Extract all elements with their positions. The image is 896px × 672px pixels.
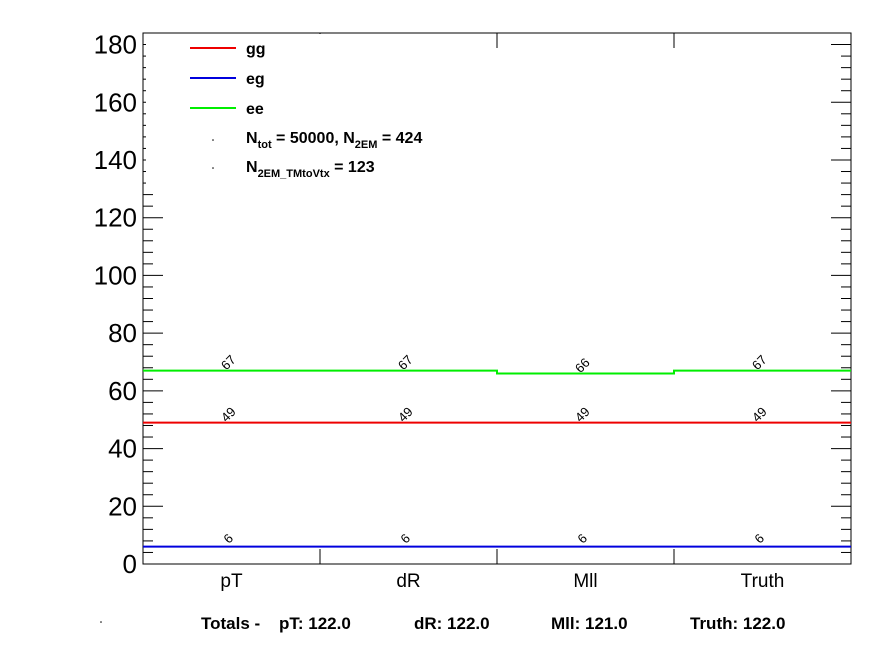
footer-total-dr: dR: 122.0	[414, 614, 490, 633]
axis-ticks	[143, 32, 851, 565]
legend-label-ee: ee	[246, 101, 264, 118]
legend: gg eg ee Ntot = 50000, N2EM = 424 N2EM_TMt…	[146, 34, 446, 184]
footer-total-truth: Truth: 122.0	[690, 614, 785, 633]
series-group	[143, 369, 851, 548]
legend-info-marker-1	[212, 139, 214, 141]
y-tick-label: 20	[108, 491, 137, 521]
legend-label-gg: gg	[246, 41, 266, 58]
footer-total-mll: Mll: 121.0	[551, 614, 628, 633]
footer-total-pt: pT: 122.0	[279, 614, 351, 633]
y-tick-label: 60	[108, 376, 137, 406]
y-tick-label: 180	[94, 30, 137, 60]
footer-prefix: Totals -	[201, 614, 260, 633]
y-tick-label: 80	[108, 318, 137, 348]
x-category-label: pT	[220, 571, 243, 592]
data-labels: 49 49 49 496 6 6 667 67 66 67	[218, 352, 770, 546]
x-category-label: dR	[396, 571, 420, 592]
data-label-eg: 6	[397, 531, 413, 547]
y-tick-label: 0	[123, 549, 137, 579]
data-label-eg: 6	[574, 531, 590, 547]
data-label-eg: 6	[751, 531, 767, 547]
y-tick-label: 120	[94, 203, 137, 233]
data-label-eg: 6	[220, 531, 236, 547]
totals-footer: Totals - pT: 122.0 dR: 122.0 Mll: 121.0 …	[100, 614, 785, 633]
legend-info-ntot: Ntot = 50000, N2EM = 424	[246, 130, 422, 151]
y-tick-label: 140	[94, 145, 137, 175]
x-axis-labels: pT dR Mll Truth	[220, 571, 784, 592]
x-category-label: Mll	[573, 571, 597, 592]
y-tick-label: 40	[108, 434, 137, 464]
footer-marker	[100, 621, 102, 623]
x-category-label: Truth	[741, 571, 785, 592]
legend-info-marker-2	[212, 167, 214, 169]
y-axis-labels: 0 20 40 60 80 100 120 140 160 180	[94, 30, 137, 579]
y-tick-label: 100	[94, 260, 137, 290]
y-tick-label: 160	[94, 87, 137, 117]
series-line-ee	[143, 369, 851, 375]
legend-info-n2em: N2EM_TMtoVtx = 123	[246, 159, 375, 180]
legend-label-eg: eg	[246, 71, 265, 88]
